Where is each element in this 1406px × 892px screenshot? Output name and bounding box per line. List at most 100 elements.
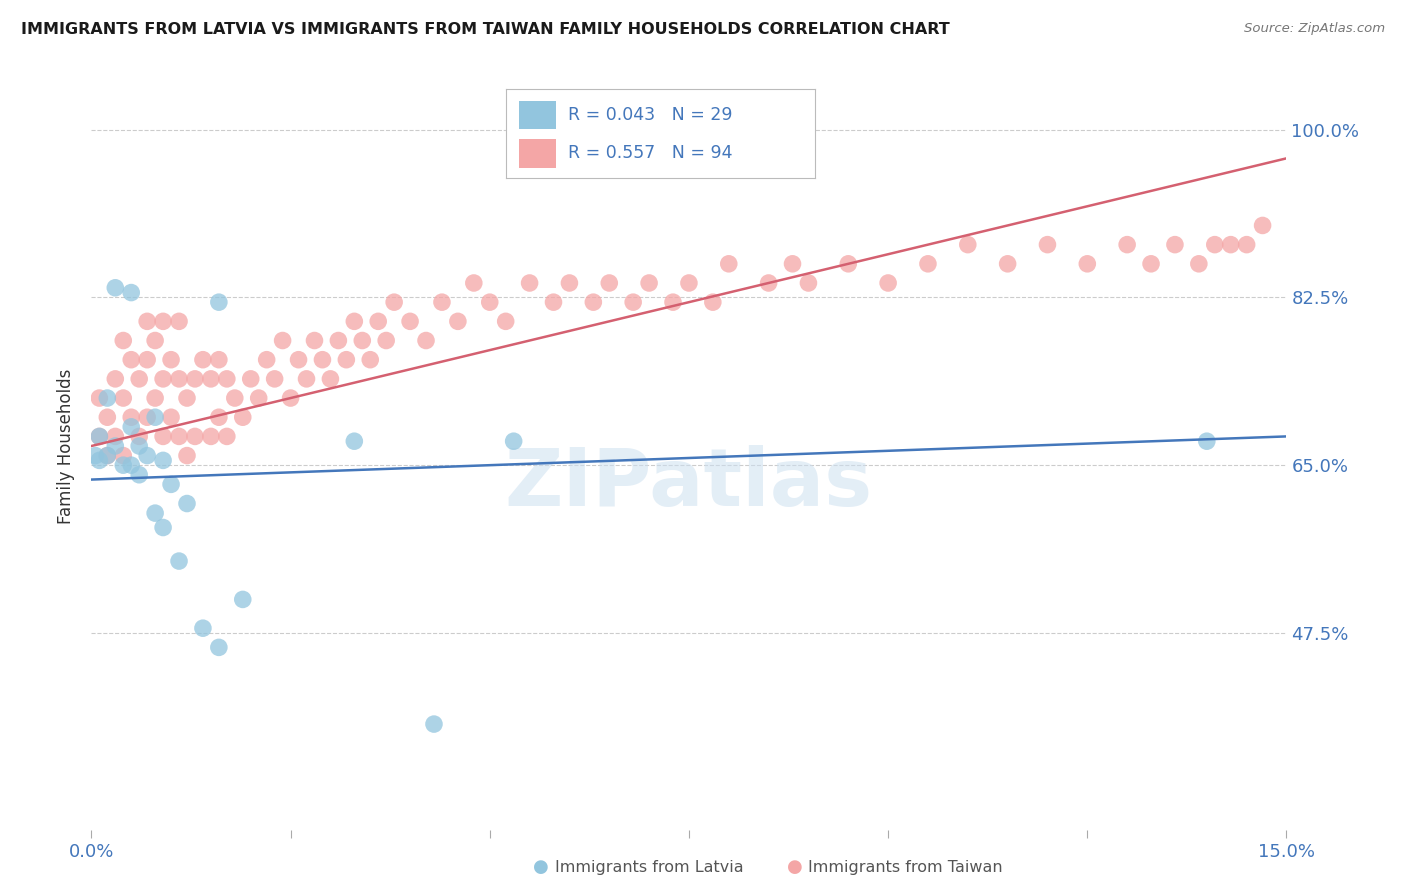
Point [367,314,389,328]
Point [120,410,142,425]
Text: R = 0.557   N = 94: R = 0.557 N = 94 [568,145,733,162]
Point [176,391,198,405]
Text: ●: ● [533,858,550,876]
Point [120,458,142,473]
Point [375,334,398,348]
Point [430,295,453,310]
Point [167,554,190,568]
Point [112,449,135,463]
Point [136,314,159,328]
FancyBboxPatch shape [519,101,555,129]
Point [176,496,198,510]
Point [152,372,174,386]
Text: IMMIGRANTS FROM LATVIA VS IMMIGRANTS FROM TAIWAN FAMILY HOUSEHOLDS CORRELATION C: IMMIGRANTS FROM LATVIA VS IMMIGRANTS FRO… [21,22,950,37]
Point [1195,434,1218,449]
Point [1036,237,1059,252]
Point [112,391,135,405]
Point [104,281,127,295]
Point [1251,219,1274,233]
Point [247,391,270,405]
Point [215,429,238,443]
Point [136,352,159,367]
Point [112,458,135,473]
Point [582,295,605,310]
Point [399,314,422,328]
Point [143,334,166,348]
Point [280,391,302,405]
Point [311,352,333,367]
Point [352,334,374,348]
Point [89,453,111,467]
Point [263,372,285,386]
Point [956,237,979,252]
Point [120,352,142,367]
Point [495,314,517,328]
Point [143,391,166,405]
Point [271,334,294,348]
Point [621,295,644,310]
Point [104,372,127,386]
Point [96,410,118,425]
Point [152,314,174,328]
Point [463,276,485,290]
Point [1236,237,1258,252]
Point [104,429,127,443]
Point [415,334,437,348]
Point [304,334,326,348]
Point [335,352,357,367]
Point [519,276,541,290]
Point [96,449,118,463]
Point [89,391,111,405]
Point [84,449,107,463]
Point [128,439,150,453]
Point [167,314,190,328]
Point [120,285,142,300]
Point [89,429,111,443]
Point [447,314,470,328]
Point [1164,237,1187,252]
Point [343,434,366,449]
Point [1140,257,1163,271]
Point [997,257,1019,271]
Point [208,640,231,655]
Point [96,449,118,463]
Point [232,592,254,607]
Point [143,506,166,520]
Point [782,257,804,271]
Point [1076,257,1098,271]
Point [638,276,661,290]
Point [328,334,350,348]
Point [917,257,939,271]
Point [678,276,700,290]
Point [256,352,278,367]
Point [160,410,183,425]
Point [136,410,159,425]
Point [152,429,174,443]
Point [758,276,780,290]
Point [239,372,262,386]
Point [359,352,381,367]
Y-axis label: Family Households: Family Households [58,368,76,524]
Point [160,477,183,491]
Point [152,520,174,534]
Point [120,420,142,434]
Point [502,434,524,449]
Point [104,439,127,453]
Point [191,621,214,635]
Point [543,295,565,310]
Point [598,276,620,290]
Point [208,295,231,310]
Text: ●: ● [786,858,803,876]
Point [797,276,820,290]
Point [287,352,309,367]
Text: ZIPatlas: ZIPatlas [505,445,873,524]
Point [208,410,231,425]
Point [1219,237,1241,252]
Point [191,352,214,367]
Point [382,295,405,310]
Point [662,295,685,310]
Point [319,372,342,386]
Point [717,257,740,271]
Point [160,352,183,367]
Point [1116,237,1139,252]
